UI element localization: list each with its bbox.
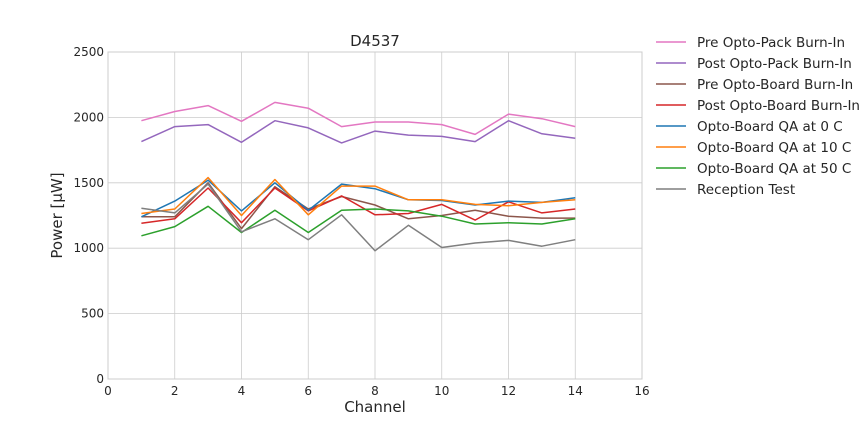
x-tick-label: 10 <box>434 384 449 398</box>
series-line-0 <box>141 101 576 136</box>
series-line-5 <box>141 176 576 217</box>
series-line-6 <box>141 205 576 237</box>
series-line-2 <box>141 182 576 230</box>
y-tick-label: 1000 <box>73 241 104 255</box>
y-tick-label: 2000 <box>73 110 104 124</box>
legend-label: Reception Test <box>697 182 795 198</box>
y-tick-label: 0 <box>96 372 104 386</box>
y-tick-label: 2500 <box>73 45 104 59</box>
series-line-7 <box>141 183 576 252</box>
x-tick-label: 4 <box>238 384 246 398</box>
x-tick-label: 12 <box>501 384 516 398</box>
chart-title: D4537 <box>350 32 400 50</box>
x-tick-label: 2 <box>171 384 179 398</box>
plot-area-frame <box>107 51 643 380</box>
x-tick-label: 6 <box>304 384 312 398</box>
legend-label: Pre Opto-Pack Burn-In <box>697 35 845 51</box>
legend-label: Opto-Board QA at 0 C <box>697 119 843 135</box>
legend-label: Pre Opto-Board Burn-In <box>697 77 853 93</box>
legend-label: Post Opto-Board Burn-In <box>697 98 860 114</box>
series-line-1 <box>141 119 576 144</box>
x-tick-label: 14 <box>568 384 583 398</box>
x-tick-label: 8 <box>371 384 379 398</box>
legend: Pre Opto-Pack Burn-In Post Opto-Pack Burn… <box>656 35 860 198</box>
x-tick-label: 0 <box>104 384 112 398</box>
x-axis-label: Channel <box>344 398 406 416</box>
legend-label: Post Opto-Pack Burn-In <box>697 56 852 72</box>
legend-label: Opto-Board QA at 50 C <box>697 161 851 177</box>
x-tick-label: 16 <box>634 384 649 398</box>
y-axis-label: Power [μW] <box>48 172 66 258</box>
legend-label: Opto-Board QA at 10 C <box>697 140 851 156</box>
tick-labels: 0 2 4 6 8 10 12 14 16 0 500 1000 1500 2000 2500 <box>73 45 649 398</box>
y-tick-label: 500 <box>81 307 104 321</box>
y-tick-label: 1500 <box>73 176 104 190</box>
series-lines <box>141 101 576 252</box>
